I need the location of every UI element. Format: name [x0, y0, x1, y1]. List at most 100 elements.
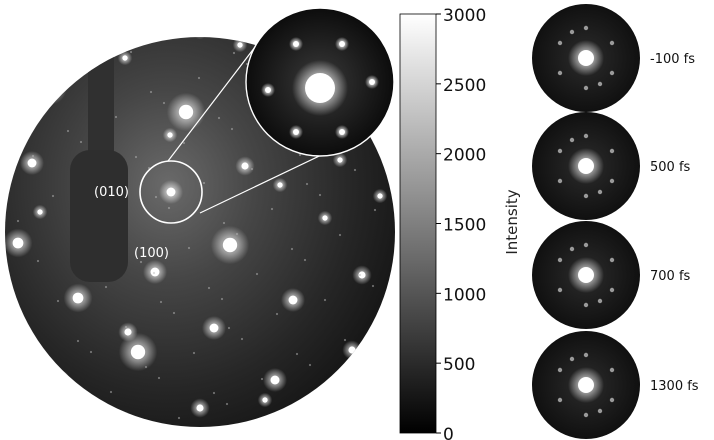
- colorbar-label: Intensity: [503, 189, 521, 254]
- time-pattern-spot: [557, 148, 563, 154]
- bragg-spot: [12, 237, 24, 249]
- faint-spot: [79, 140, 83, 144]
- colorbar: 3000 2500 2000 1500 1000 500 0 Intensity: [399, 6, 521, 440]
- bragg-spot: [37, 209, 43, 215]
- colorbar-ticks: 3000 2500 2000 1500 1000 500 0: [436, 6, 486, 440]
- faint-spot: [144, 365, 148, 369]
- faint-spot: [41, 364, 45, 368]
- time-pattern-spot: [609, 257, 615, 263]
- zoom-spot: [339, 41, 345, 47]
- faint-spot: [76, 339, 80, 343]
- faint-spot: [323, 298, 327, 302]
- faint-spot: [21, 324, 25, 328]
- bragg-spot: [262, 397, 268, 403]
- faint-spot: [358, 273, 362, 277]
- faint-spot: [298, 153, 302, 157]
- colorbar-tick-label: 2000: [443, 146, 486, 166]
- colorbar-gradient: [399, 13, 437, 434]
- faint-spot: [235, 232, 239, 236]
- faint-spot: [250, 167, 254, 171]
- selection-circle: [139, 160, 203, 224]
- faint-spot: [353, 168, 357, 172]
- time-pattern-central-spot: [578, 158, 594, 174]
- faint-spot: [202, 181, 206, 185]
- beam-stop-rod: [88, 37, 114, 170]
- time-series-panel: -100 fs 500 fs 700 fs 1300 fs: [532, 4, 699, 439]
- faint-spot: [13, 38, 17, 42]
- faint-spot: [149, 90, 153, 94]
- bragg-spot-glow: [192, 37, 208, 40]
- time-pattern-spot: [569, 29, 575, 35]
- bragg-spot: [209, 323, 219, 333]
- time-pattern-spot: [583, 302, 589, 308]
- colorbar-tick-label: 1000: [443, 285, 486, 305]
- bragg-spot: [150, 267, 160, 277]
- bragg-spots: [5, 37, 388, 427]
- label-100: (100): [134, 246, 169, 261]
- bragg-spot: [322, 215, 328, 221]
- zoom-spot: [265, 87, 271, 93]
- time-pattern-spot: [583, 133, 589, 139]
- faint-spot: [303, 258, 307, 262]
- faint-spot: [74, 415, 78, 419]
- zoom-central-spot: [305, 73, 335, 103]
- bragg-spot: [72, 292, 84, 304]
- bragg-spot-glow: [54, 370, 70, 386]
- zoom-line-top: [167, 29, 269, 162]
- colorbar-tick-label: 0: [443, 425, 454, 440]
- time-pattern-spot: [583, 85, 589, 91]
- faint-spot: [308, 363, 312, 367]
- faint-spot: [139, 260, 143, 264]
- faint-spot: [182, 141, 186, 145]
- bragg-spot: [102, 417, 108, 423]
- time-pattern-central-spot: [578, 377, 594, 393]
- time-pattern-spot: [609, 70, 615, 76]
- bragg-spot: [337, 157, 343, 163]
- faint-spot: [46, 89, 50, 93]
- time-pattern-spot: [557, 40, 563, 46]
- time-pattern-spot: [583, 193, 589, 199]
- faint-spot: [222, 221, 226, 225]
- time-pattern-spot: [583, 242, 589, 248]
- time-pattern-spot: [609, 148, 615, 154]
- faint-spot: [172, 311, 176, 315]
- zoom-inset-outline: [245, 7, 395, 157]
- faint-spot: [81, 64, 85, 68]
- bragg-spot: [27, 158, 37, 168]
- faint-spot: [56, 299, 60, 303]
- faint-spot: [373, 208, 377, 212]
- faint-spot: [16, 219, 20, 223]
- bragg-spot: [237, 42, 243, 48]
- colorbar-tick-label: 1500: [443, 216, 486, 236]
- label-010: (010): [94, 185, 129, 200]
- time-pattern-spot: [583, 412, 589, 418]
- faint-spot: [305, 182, 309, 186]
- time-pattern-spot: [569, 246, 575, 252]
- faint-spot: [255, 272, 259, 276]
- colorbar-tick-label: 2500: [443, 76, 486, 96]
- faint-spot: [26, 49, 30, 53]
- bragg-spot: [59, 375, 65, 381]
- time-pattern-spot: [557, 367, 563, 373]
- faint-spot: [270, 207, 274, 211]
- time-pattern-spot: [557, 257, 563, 263]
- time-pattern: 700 fs: [532, 221, 691, 329]
- faint-spot: [232, 51, 236, 55]
- faint-spot: [36, 259, 40, 263]
- time-label: -100 fs: [650, 52, 695, 67]
- time-label: 500 fs: [650, 160, 691, 175]
- zoom-spot: [339, 129, 345, 135]
- faint-spot: [157, 376, 161, 380]
- faint-spot: [124, 325, 128, 329]
- bragg-spot: [222, 237, 238, 253]
- faint-spot: [197, 76, 201, 80]
- faint-spot: [225, 402, 229, 406]
- faint-spot: [162, 101, 166, 105]
- faint-spot: [31, 154, 35, 158]
- faint-spot: [230, 127, 234, 131]
- bragg-spot: [130, 344, 146, 360]
- faint-spot: [66, 129, 70, 133]
- bragg-spot: [43, 81, 57, 95]
- faint-spot: [212, 391, 216, 395]
